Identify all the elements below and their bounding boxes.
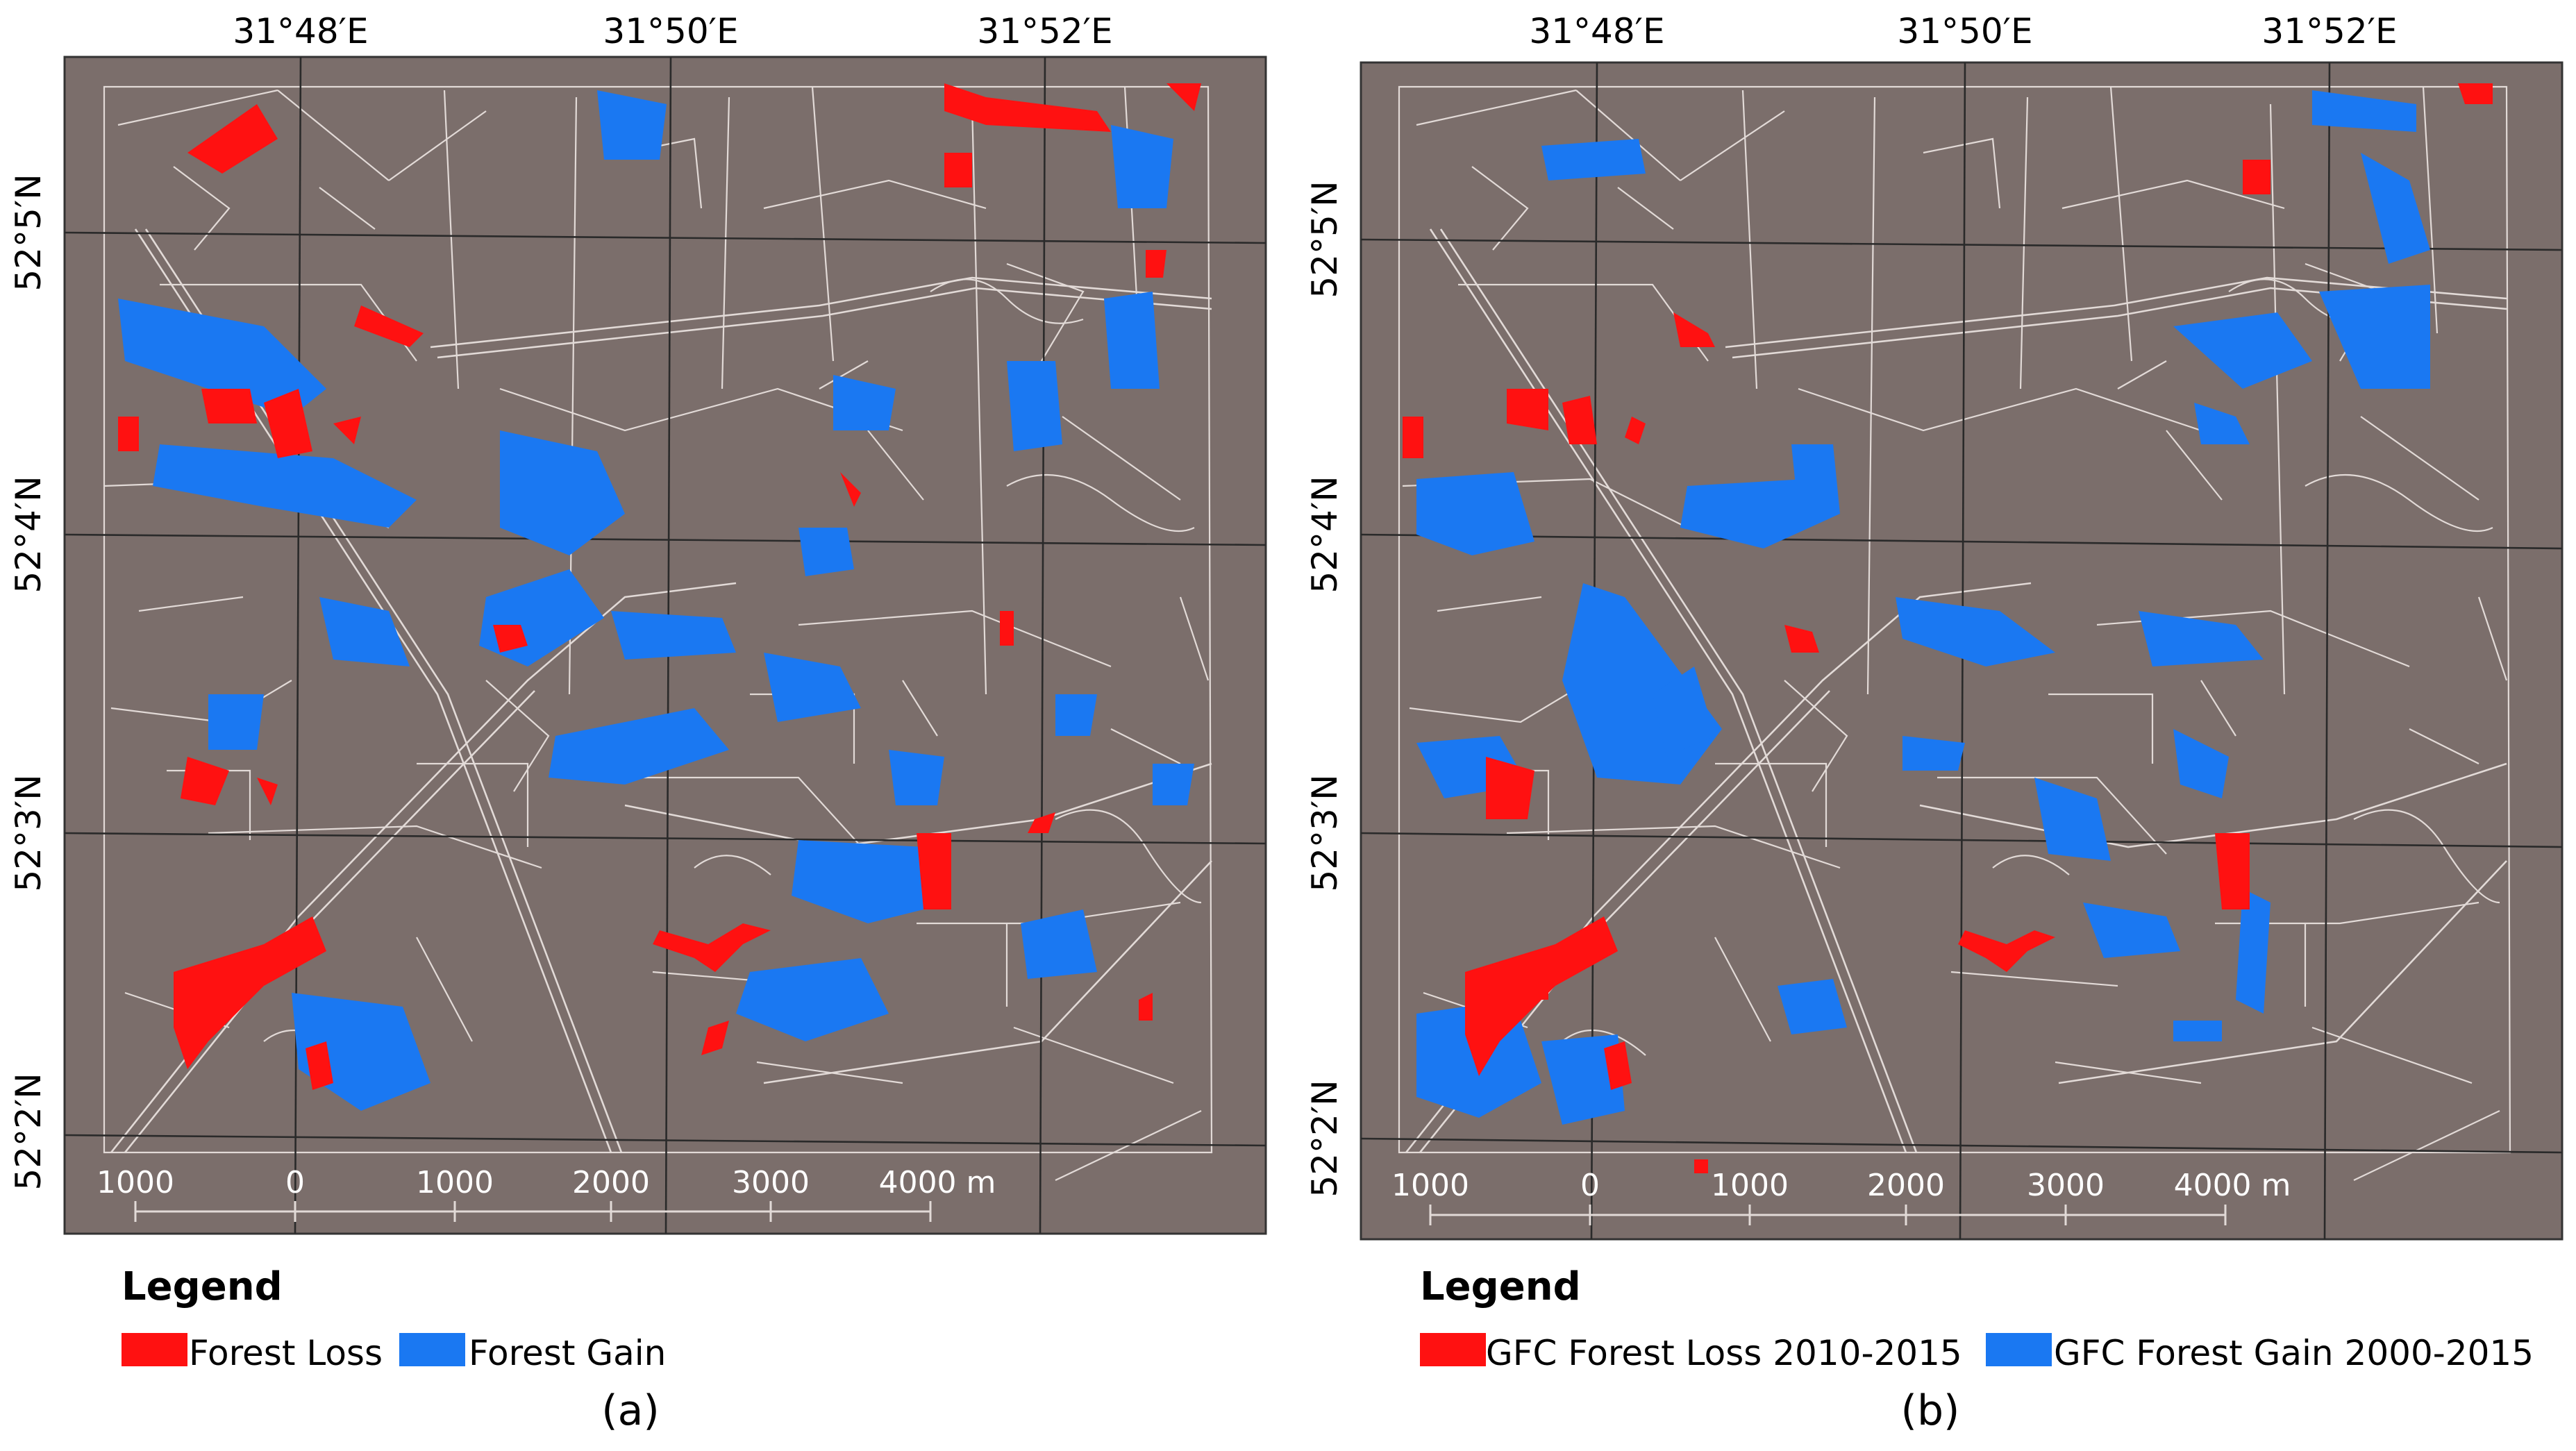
scale-label: 4000 m	[879, 1165, 996, 1200]
legend-swatch-gain	[1986, 1333, 2052, 1366]
lat-tick-label: 52°3′N	[1305, 774, 1345, 891]
scale-label: 2000	[572, 1165, 650, 1200]
forest-gain-patches	[118, 90, 1194, 1111]
scale-bar: 1000 0 1000 2000 3000 4000 m	[97, 1165, 996, 1222]
lon-tick-label: 31°52′E	[977, 11, 1112, 51]
lat-tick-label: 52°4′N	[1305, 476, 1345, 593]
legend-swatch-gain	[399, 1333, 465, 1366]
legend-label-gain: GFC Forest Gain 2000-2015	[2054, 1333, 2534, 1373]
lon-tick-label: 31°52′E	[2261, 11, 2397, 51]
scale-label: 4000 m	[2174, 1168, 2291, 1203]
lat-tick-label: 52°2′N	[8, 1073, 49, 1190]
scale-label: 3000	[732, 1165, 810, 1200]
lon-tick-label: 31°48′E	[233, 11, 368, 51]
legend-label-loss: GFC Forest Loss 2010-2015	[1486, 1333, 1962, 1373]
lon-tick-label: 31°48′E	[1529, 11, 1664, 51]
scale-label: 2000	[1867, 1168, 1945, 1203]
legend-label-loss: Forest Loss	[189, 1333, 383, 1373]
panel-caption: (a)	[601, 1386, 660, 1435]
scale-label: 1000	[97, 1165, 174, 1200]
lat-tick-label: 52°3′N	[8, 774, 49, 891]
legend-swatch-loss	[122, 1333, 187, 1366]
legend: Legend GFC Forest Loss 2010-2015 GFC For…	[1420, 1264, 2534, 1373]
lat-tick-label: 52°5′N	[8, 174, 49, 291]
lat-tick-label: 52°2′N	[1305, 1080, 1345, 1197]
map-panel-a: 31°48′E 31°50′E 31°52′E 52°5′N 52°4′N 52…	[8, 11, 1267, 1435]
scale-label: 1000	[416, 1165, 494, 1200]
forest-gain-patches	[1416, 90, 2430, 1125]
legend-label-gain: Forest Gain	[469, 1333, 666, 1373]
lon-tick-label: 31°50′E	[1897, 11, 2032, 51]
lat-tick-label: 52°5′N	[1305, 181, 1345, 298]
scale-label: 1000	[1391, 1168, 1469, 1203]
legend: Legend Forest Loss Forest Gain	[122, 1264, 666, 1373]
lon-tick-label: 31°50′E	[603, 11, 738, 51]
scale-label: 3000	[2027, 1168, 2105, 1203]
legend-title: Legend	[1420, 1264, 1581, 1309]
legend-title: Legend	[122, 1264, 283, 1309]
panel-caption: (b)	[1901, 1386, 1960, 1435]
scale-label: 0	[285, 1165, 305, 1200]
map-panel-b: 31°48′E 31°50′E 31°52′E 52°5′N 52°4′N 52…	[1305, 11, 2564, 1435]
lat-tick-label: 52°4′N	[8, 476, 49, 593]
forest-loss-patches	[1403, 83, 2493, 1173]
scale-label: 0	[1580, 1168, 1600, 1203]
legend-swatch-loss	[1420, 1333, 1486, 1366]
scale-bar: 1000 0 1000 2000 3000 4000 m	[1391, 1168, 2291, 1225]
forest-loss-patches	[118, 83, 1201, 1090]
field-boundaries	[1398, 85, 2511, 1181]
scale-label: 1000	[1711, 1168, 1789, 1203]
